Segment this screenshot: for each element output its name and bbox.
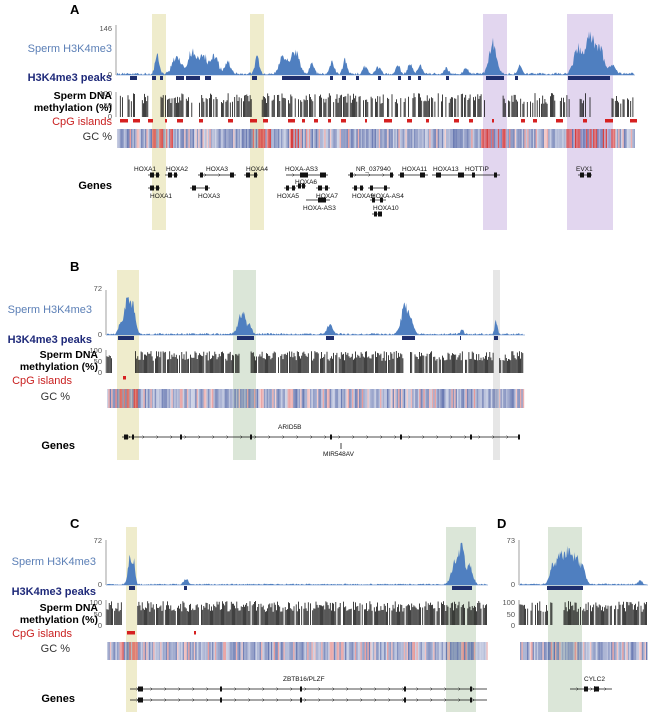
panel-a-ymax: 146 bbox=[99, 24, 112, 33]
panel-c-meth-label-1: Sperm DNA bbox=[39, 602, 98, 614]
panel-c-h3k4me3-signal bbox=[107, 542, 487, 585]
panel-b-ymax: 72 bbox=[93, 284, 102, 293]
gene-hottip: HOTTIP bbox=[465, 166, 489, 173]
panel-c-h3k4me3-label: Sperm H3K4me3 bbox=[11, 556, 96, 568]
panel-b-meth-label-2: methylation (%) bbox=[19, 361, 98, 373]
gene-zbtb16-plzf: ZBTB16/PLZF bbox=[283, 676, 325, 683]
gene-evx1: EVX1 bbox=[576, 166, 593, 173]
panel-b-methylation bbox=[106, 351, 524, 373]
panel-b-gc-track bbox=[107, 389, 525, 408]
panel-a-gc-label: GC % bbox=[82, 131, 112, 143]
panel-b-meth-100: 100 bbox=[89, 346, 102, 355]
panel-a-peaks-label: H3K4me3 peaks bbox=[27, 72, 112, 84]
panel-a-peaks bbox=[130, 76, 610, 80]
panel-c-methylation bbox=[106, 601, 487, 625]
panel-b-meth-label-1: Sperm DNA bbox=[39, 349, 98, 361]
panel-b-meth-0: 0 bbox=[97, 368, 102, 377]
panel-a-meth-50: 50 bbox=[103, 101, 112, 110]
panel-a-cpg-islands bbox=[120, 119, 637, 123]
gene-hoxa1-top: HOXA1 bbox=[134, 166, 157, 173]
panel-d-peaks bbox=[547, 586, 583, 590]
panel-b-cpg-label: CpG islands bbox=[12, 375, 72, 387]
gene-hoxa3-bottom: HOXA3 bbox=[198, 193, 221, 200]
gene-hoxa-as3-top: HOXA-AS3 bbox=[285, 166, 318, 173]
panel-c-meth-50: 50 bbox=[93, 610, 102, 619]
gene-hoxa5: HOXA5 bbox=[277, 193, 300, 200]
panel-c-cpg-islands bbox=[127, 631, 196, 635]
panel-b-tracks bbox=[105, 270, 525, 460]
panel-b-meth-50: 50 bbox=[93, 357, 102, 366]
panel-c-peaks bbox=[129, 586, 472, 590]
panel-a-meth-100: 100 bbox=[99, 89, 112, 98]
panel-d-meth-50: 50 bbox=[506, 610, 515, 619]
panel-b-peaks bbox=[118, 336, 498, 340]
panel-d-yzero: 0 bbox=[510, 580, 515, 589]
panel-c-gc-label: GC % bbox=[40, 643, 70, 655]
panel-c-peaks-label: H3K4me3 peaks bbox=[11, 586, 96, 598]
gene-hoxa-as4: HOXA-AS4 bbox=[371, 193, 404, 200]
gene-hoxa6: HOXA6 bbox=[295, 179, 318, 186]
gene-hoxa2: HOXA2 bbox=[166, 166, 189, 173]
panel-b-yzero: 0 bbox=[97, 330, 102, 339]
panel-c-cpg-label: CpG islands bbox=[12, 628, 72, 640]
panel-c-meth-100: 100 bbox=[89, 598, 102, 607]
panel-d-methylation bbox=[519, 601, 647, 625]
panel-d-meth-100: 100 bbox=[502, 598, 515, 607]
panel-a-genes-label: Genes bbox=[78, 180, 112, 192]
panel-b-letter: B bbox=[70, 259, 80, 274]
panel-c-gc-track bbox=[107, 642, 488, 660]
panel-a-meth-0: 0 bbox=[107, 112, 112, 121]
panel-a-letter: A bbox=[70, 2, 80, 17]
gene-arid5b: ARID5B bbox=[278, 424, 302, 431]
panel-a-meth-label-1: Sperm DNA bbox=[53, 90, 112, 102]
highlight-b-2 bbox=[233, 270, 256, 460]
panel-b-h3k4me3-label: Sperm H3K4me3 bbox=[7, 304, 92, 316]
highlight-b-3 bbox=[493, 270, 500, 460]
gene-hoxa1-bottom: HOXA1 bbox=[150, 193, 173, 200]
panel-c-gene-models bbox=[130, 686, 487, 703]
panel-b-peaks-label: H3K4me3 peaks bbox=[7, 334, 92, 346]
panel-d-tracks bbox=[518, 527, 648, 712]
panel-a-tracks bbox=[115, 14, 637, 230]
gene-hoxa11: HOXA11 bbox=[402, 166, 428, 173]
panel-a-h3k4me3-signal bbox=[117, 31, 634, 75]
panel-d-letter: D bbox=[497, 516, 507, 531]
panel-d-ymax: 73 bbox=[506, 536, 515, 545]
panel-d-h3k4me3-signal bbox=[520, 545, 647, 585]
panel-a-methylation bbox=[119, 93, 634, 117]
panel-c-meth-0: 0 bbox=[97, 621, 102, 630]
panel-c-ymax: 72 bbox=[93, 536, 102, 545]
highlight-hottip bbox=[483, 14, 507, 230]
gene-cylc2: CYLC2 bbox=[584, 676, 605, 683]
panel-c-genes-label: Genes bbox=[41, 693, 75, 705]
panel-b-h3k4me3-signal bbox=[107, 297, 523, 335]
panel-b-gene-models bbox=[122, 434, 520, 449]
panel-c-meth-label-2: methylation (%) bbox=[19, 614, 98, 626]
panel-a-gene-models bbox=[148, 172, 592, 217]
gene-hoxa4: HOXA4 bbox=[246, 166, 269, 173]
panel-d-meth-0: 0 bbox=[510, 621, 515, 630]
gene-nr-037940: NR_037940 bbox=[356, 166, 391, 173]
panel-a-cpg-label: CpG islands bbox=[52, 116, 112, 128]
panel-d-gc-track bbox=[520, 642, 648, 660]
gene-hoxa-as3-bottom: HOXA-AS3 bbox=[303, 205, 336, 212]
gene-mir548av: MIR548AV bbox=[323, 451, 354, 458]
panel-a-gc-track bbox=[117, 129, 635, 148]
panel-c-yzero: 0 bbox=[97, 580, 102, 589]
panel-b-cpg-islands bbox=[123, 376, 126, 380]
panel-b-gc-label: GC % bbox=[40, 391, 70, 403]
gene-hoxa7: HOXA7 bbox=[316, 193, 339, 200]
gene-hoxa10: HOXA10 bbox=[373, 205, 399, 212]
panel-c-tracks bbox=[105, 527, 488, 712]
panel-a-meth-label-2: methylation (%) bbox=[33, 102, 112, 114]
panel-a-h3k4me3-label: Sperm H3K4me3 bbox=[27, 43, 112, 55]
gene-hoxa9: HOXA9 bbox=[352, 193, 375, 200]
highlight-c-1 bbox=[126, 527, 137, 712]
gene-hoxa3-top: HOXA3 bbox=[206, 166, 229, 173]
panel-d-gene-models bbox=[570, 686, 612, 692]
panel-b-genes-label: Genes bbox=[41, 440, 75, 452]
gene-hoxa13: HOXA13 bbox=[433, 166, 459, 173]
panel-a-yzero: 0 bbox=[107, 70, 112, 79]
panel-c-letter: C bbox=[70, 516, 80, 531]
